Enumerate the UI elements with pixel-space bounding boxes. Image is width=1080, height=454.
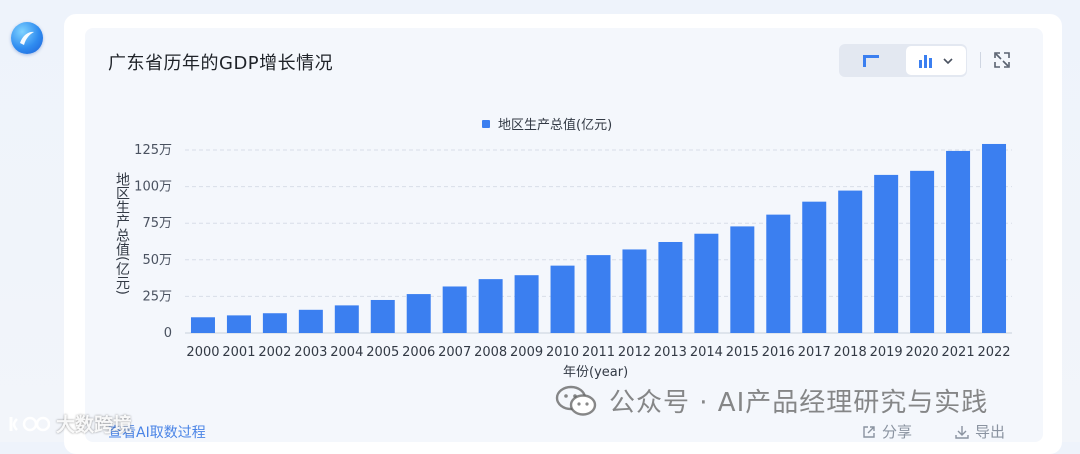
x-tick-label: 2006 [402,345,435,360]
x-tick-label: 2012 [618,345,651,360]
x-tick-label: 2014 [690,345,723,360]
bar [946,150,971,333]
bar [802,201,827,333]
brand-icon [9,416,50,431]
x-tick-label: 2018 [834,345,867,360]
bar [478,279,503,333]
chart-legend[interactable]: 地区生产总值(亿元) [482,114,612,133]
bar [406,294,431,333]
x-tick-label: 2016 [762,345,795,360]
chart-title: 广东省历年的GDP增长情况 [108,53,334,74]
brand-watermark-text: 大数跨境 [56,414,133,436]
bar [730,226,755,333]
bar [694,233,719,333]
bar [874,174,899,333]
x-tick-label: 2011 [582,345,615,360]
bar [910,170,935,333]
table-view-icon [863,54,879,67]
x-tick-label: 2020 [906,345,939,360]
table-view-button[interactable] [839,44,903,77]
y-tick-label: 50万 [142,253,172,268]
y-tick-label: 25万 [142,289,172,304]
y-tick-label: 125万 [134,143,172,158]
bar [514,275,539,333]
chevron-down-icon [943,57,953,64]
app-logo [11,22,43,54]
bar [586,255,611,333]
bar [622,249,647,333]
expand-icon [994,52,1010,68]
view-toggle [839,44,967,77]
legend-swatch [482,119,490,128]
download-icon [955,425,969,439]
bar [550,265,575,333]
bar [442,286,467,333]
bar [658,241,683,333]
x-tick-label: 2021 [942,345,975,360]
x-tick-label: 2015 [726,345,759,360]
y-axis-title: 地区生产总值(亿元) [114,172,130,295]
logo-icon [20,31,34,45]
brand-watermark: 大数跨境 [8,410,132,437]
x-tick-label: 2017 [798,345,831,360]
bar-chart-icon [919,54,932,68]
chart-view-button[interactable] [906,46,966,75]
x-tick-label: 2013 [654,345,687,360]
bar [334,305,359,333]
x-tick-label: 2001 [222,345,255,360]
x-tick-label: 2010 [546,345,579,360]
y-tick-label: 100万 [134,180,172,195]
expand-button[interactable] [991,49,1013,71]
ai-process-link[interactable]: 查看AI取数过程 [108,425,206,441]
wechat-watermark: 公众号 · AI产品经理研究与实践 [555,382,988,419]
x-tick-label: 2019 [870,345,903,360]
share-label: 分享 [882,423,913,441]
x-tick-label: 2000 [186,345,219,360]
export-label: 导出 [975,423,1006,441]
y-tick-label: 75万 [142,216,172,231]
x-tick-label: 2005 [366,345,399,360]
export-button[interactable]: 导出 [954,421,1005,442]
x-tick-label: 2007 [438,345,471,360]
wechat-watermark-text: 公众号 · AI产品经理研究与实践 [609,388,989,418]
toolbar-divider [980,52,981,68]
bar [226,315,251,333]
bar [838,190,863,333]
bar [190,317,215,333]
x-axis-title: 年份(year) [563,365,629,380]
y-tick-label: 0 [164,326,172,341]
bar [766,214,791,333]
wechat-icon [555,385,597,416]
bar [982,143,1007,333]
bar [370,299,395,333]
x-tick-label: 2003 [294,345,327,360]
x-tick-label: 2022 [977,345,1010,360]
x-tick-label: 2008 [474,345,507,360]
x-tick-label: 2002 [258,345,291,360]
x-tick-label: 2004 [330,345,363,360]
bar [298,309,323,333]
x-tick-label: 2009 [510,345,543,360]
share-button[interactable]: 分享 [861,421,912,442]
legend-label: 地区生产总值(亿元) [498,118,613,133]
share-icon [863,425,875,438]
bar [262,313,287,333]
